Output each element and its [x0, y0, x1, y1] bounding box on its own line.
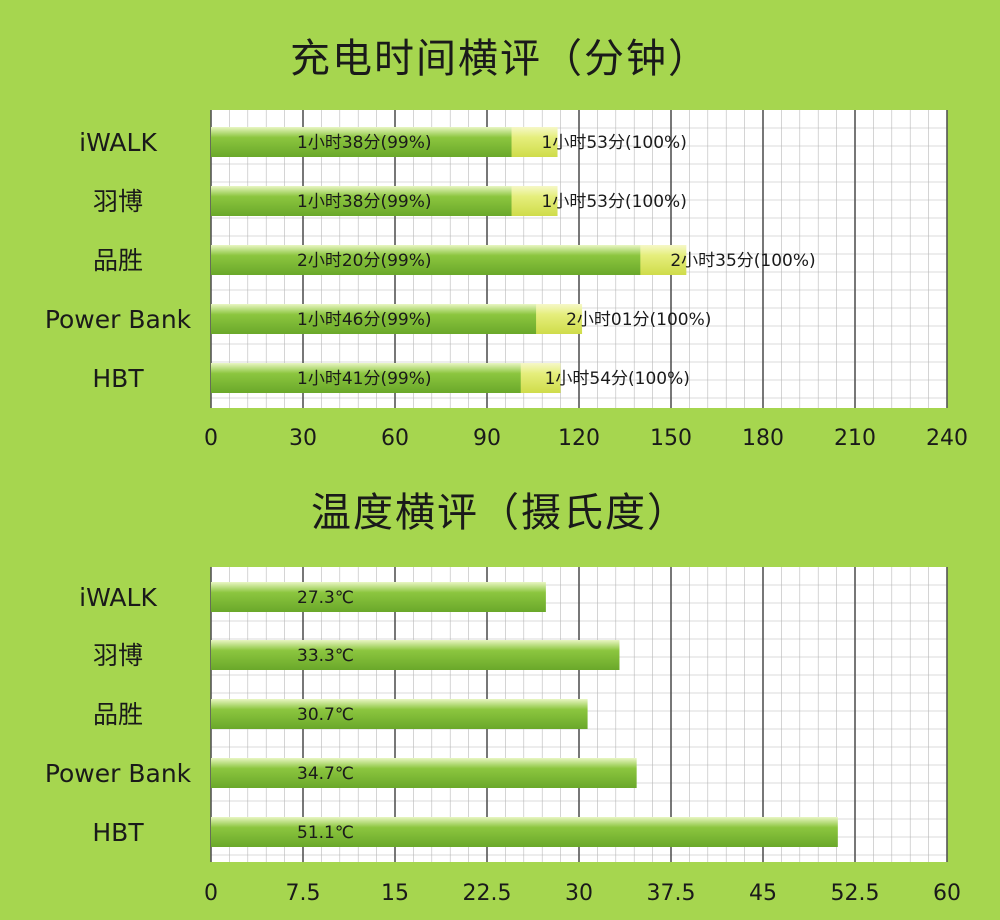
- charge-category-label: HBT: [92, 364, 144, 393]
- temp-data-label: 33.3℃: [297, 646, 354, 666]
- charge-x-tick-label: 90: [473, 426, 501, 451]
- charge-data-label-100: 2小时01分(100%): [566, 310, 711, 330]
- temp-bar: [211, 699, 588, 729]
- charge-x-tick-label: 60: [381, 426, 409, 451]
- temp-category-label: Power Bank: [45, 759, 192, 788]
- temp-data-label: 51.1℃: [297, 823, 354, 843]
- charge-x-tick-label: 180: [742, 426, 784, 451]
- charge-category-label: iWALK: [79, 128, 157, 157]
- charge-data-label-99: 2小时20分(99%): [297, 251, 432, 271]
- charge-bar-99: [211, 245, 641, 275]
- charge-bar-99: [211, 304, 537, 334]
- temp-x-tick-label: 45: [749, 881, 777, 906]
- charge-time-chart-title: 充电时间横评（分钟）: [290, 36, 710, 82]
- temp-bar: [211, 640, 620, 670]
- charge-x-tick-label: 120: [558, 426, 600, 451]
- charge-x-tick-label: 30: [289, 426, 317, 451]
- temp-category-label: HBT: [92, 818, 144, 847]
- charge-data-label-100: 2小时35分(100%): [670, 251, 815, 271]
- charge-time-chart: 0 30 60 90 120 150 180 210 240 iWALK 1小时38分(99%) 1小…: [45, 110, 968, 451]
- charge-bar-99: [211, 363, 521, 393]
- temp-x-tick-label: 60: [933, 881, 961, 906]
- charge-bar-99: [211, 186, 512, 216]
- charge-x-tick-label: 150: [650, 426, 692, 451]
- temp-x-tick-label: 15: [381, 881, 409, 906]
- temp-bar: [211, 758, 637, 788]
- charge-category-label: 羽博: [93, 187, 143, 216]
- charge-data-label-100: 1小时54分(100%): [545, 369, 690, 389]
- charge-data-label-100: 1小时53分(100%): [542, 133, 687, 153]
- temp-x-tick-label: 0: [204, 881, 218, 906]
- temp-data-label: 27.3℃: [297, 588, 354, 608]
- temperature-chart-title: 温度横评（摄氏度）: [311, 490, 689, 536]
- temp-bar: [211, 817, 838, 847]
- charge-data-label-99: 1小时38分(99%): [297, 192, 432, 212]
- charge-bar-99: [211, 127, 512, 157]
- charge-category-label: Power Bank: [45, 305, 192, 334]
- temp-category-label: iWALK: [79, 583, 157, 612]
- charge-data-label-99: 1小时41分(99%): [297, 369, 432, 389]
- temp-x-tick-label: 30: [565, 881, 593, 906]
- charge-x-tick-label: 240: [926, 426, 968, 451]
- charge-data-label-100: 1小时53分(100%): [542, 192, 687, 212]
- temp-data-label: 30.7℃: [297, 705, 354, 725]
- charge-data-label-99: 1小时46分(99%): [297, 310, 432, 330]
- temp-x-tick-label: 7.5: [286, 881, 321, 906]
- temp-bar: [211, 582, 546, 612]
- charge-data-label-99: 1小时38分(99%): [297, 133, 432, 153]
- charge-x-tick-label: 210: [834, 426, 876, 451]
- charge-category-label: 品胜: [93, 246, 143, 275]
- temp-data-label: 34.7℃: [297, 764, 354, 784]
- temp-x-tick-label: 37.5: [647, 881, 696, 906]
- temp-category-label: 羽博: [93, 641, 143, 670]
- temp-category-label: 品胜: [93, 700, 143, 729]
- temp-x-tick-label: 52.5: [831, 881, 880, 906]
- temp-x-tick-label: 22.5: [463, 881, 512, 906]
- charge-x-tick-label: 0: [204, 426, 218, 451]
